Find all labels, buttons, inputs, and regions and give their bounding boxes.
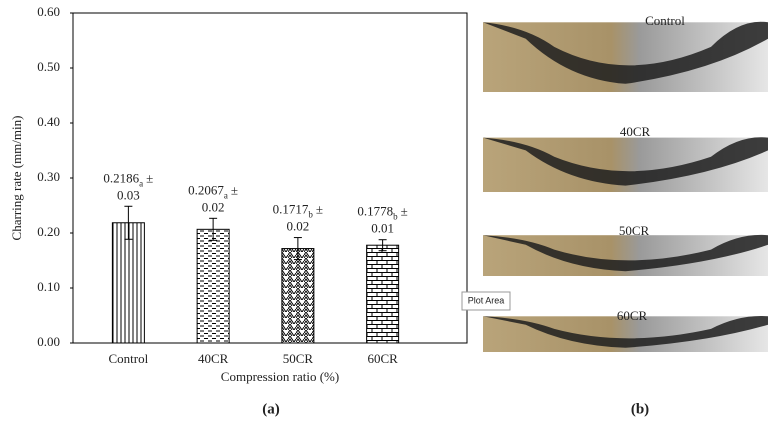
photo-label: 50CR	[619, 223, 650, 238]
error-label: 0.02	[287, 219, 310, 234]
value-label: 0.2067a±	[188, 182, 238, 200]
value: 0.2067	[188, 182, 224, 197]
value: 0.1717	[273, 202, 309, 217]
value-label: 0.1717b±	[273, 202, 323, 220]
y-tick-label: 0.00	[37, 334, 60, 349]
photo-label: 60CR	[617, 308, 648, 323]
y-tick-label: 0.10	[37, 279, 60, 294]
x-tick-label: Control	[109, 351, 149, 366]
x-tick-label: 60CR	[367, 351, 398, 366]
error-label: 0.02	[202, 199, 225, 214]
significance: a	[224, 190, 228, 200]
plus-minus: ±	[146, 170, 153, 185]
y-axis-title: Charring rate (mm/min)	[9, 116, 24, 241]
bar	[112, 223, 144, 343]
error-label: 0.03	[117, 187, 140, 202]
error-label: 0.01	[371, 221, 394, 236]
panel-label: (a)	[262, 401, 280, 417]
y-tick-label: 0.30	[37, 169, 60, 184]
y-tick-label: 0.40	[37, 114, 60, 129]
photo-label: 40CR	[620, 124, 651, 139]
significance: a	[139, 178, 143, 188]
y-tick-label: 0.20	[37, 224, 60, 239]
plus-minus: ±	[231, 182, 238, 197]
y-tick-label: 0.50	[37, 59, 60, 74]
tooltip: Plot Area	[462, 292, 510, 310]
tooltip-text: Plot Area	[468, 295, 505, 305]
photo-panel: Control 40CR 50CR 60CR	[483, 13, 768, 352]
y-tick-label: 0.60	[37, 4, 60, 19]
plus-minus: ±	[401, 204, 408, 219]
plus-minus: ±	[316, 202, 323, 217]
bar	[282, 249, 314, 343]
value-label: 0.1778b±	[357, 204, 407, 222]
x-tick-label: 40CR	[198, 351, 229, 366]
value: 0.2186	[103, 170, 139, 185]
photo-label: Control	[645, 13, 685, 28]
value-label: 0.2186a±	[103, 170, 153, 188]
x-axis-title: Compression ratio (%)	[221, 369, 339, 384]
value: 0.1778	[357, 204, 393, 219]
bar	[367, 245, 399, 343]
panel-label: (b)	[631, 401, 649, 417]
x-tick-label: 50CR	[283, 351, 314, 366]
bar-chart: 0.00 0.10 0.20 0.30 0.40 0.50 0.60 Control 0.218…	[37, 4, 408, 366]
figure: 0.00 0.10 0.20 0.30 0.40 0.50 0.60 Control 0.218…	[0, 0, 769, 425]
bar	[197, 229, 229, 343]
